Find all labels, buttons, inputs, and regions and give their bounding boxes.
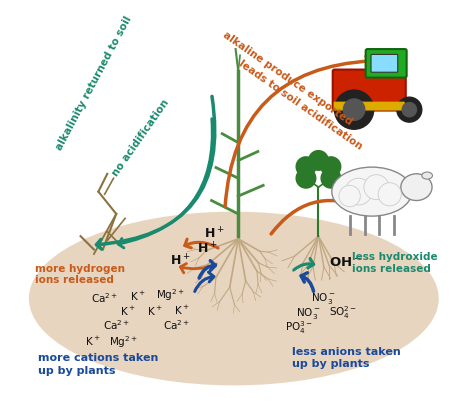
Ellipse shape bbox=[29, 212, 439, 385]
Text: H$^+$: H$^+$ bbox=[204, 227, 225, 242]
Circle shape bbox=[378, 183, 401, 206]
Text: alkalinity returned to soil: alkalinity returned to soil bbox=[54, 14, 134, 152]
Ellipse shape bbox=[332, 167, 412, 216]
Circle shape bbox=[296, 169, 316, 188]
Ellipse shape bbox=[401, 174, 432, 200]
Circle shape bbox=[321, 169, 341, 188]
Text: H$^+$: H$^+$ bbox=[197, 242, 218, 257]
Circle shape bbox=[309, 151, 328, 170]
Circle shape bbox=[397, 97, 422, 122]
Text: Ca$^{2+}$: Ca$^{2+}$ bbox=[103, 318, 130, 332]
Ellipse shape bbox=[422, 172, 432, 179]
Text: Mg$^{2+}$: Mg$^{2+}$ bbox=[156, 287, 185, 303]
Circle shape bbox=[343, 99, 365, 120]
Text: ions released: ions released bbox=[35, 275, 114, 285]
Text: H$^+$: H$^+$ bbox=[170, 253, 191, 269]
Text: Ca$^{2+}$: Ca$^{2+}$ bbox=[91, 291, 118, 305]
Circle shape bbox=[321, 157, 341, 176]
Text: K$^+$: K$^+$ bbox=[129, 290, 145, 303]
Text: NO$_3^-$: NO$_3^-$ bbox=[296, 306, 321, 321]
FancyBboxPatch shape bbox=[333, 70, 406, 110]
Text: K$^+$: K$^+$ bbox=[85, 335, 100, 348]
Circle shape bbox=[364, 175, 389, 200]
Text: alkaline produce exported: alkaline produce exported bbox=[221, 29, 354, 127]
Circle shape bbox=[335, 90, 374, 129]
FancyBboxPatch shape bbox=[371, 54, 398, 72]
Text: K$^+$: K$^+$ bbox=[120, 305, 136, 318]
Text: SO$_4^{2-}$: SO$_4^{2-}$ bbox=[329, 305, 357, 321]
Text: less hydroxide: less hydroxide bbox=[352, 252, 438, 262]
Text: PO$_4^{3-}$: PO$_4^{3-}$ bbox=[284, 320, 312, 337]
Text: leads to soil acidification: leads to soil acidification bbox=[237, 58, 364, 152]
Circle shape bbox=[296, 157, 316, 176]
Text: OH$^-$: OH$^-$ bbox=[329, 256, 362, 269]
Text: NO$_3^-$: NO$_3^-$ bbox=[311, 291, 336, 306]
Text: Mg$^{2+}$: Mg$^{2+}$ bbox=[109, 334, 138, 350]
Text: ions released: ions released bbox=[352, 264, 431, 274]
FancyBboxPatch shape bbox=[365, 49, 407, 78]
Circle shape bbox=[402, 103, 417, 117]
Text: up by plants: up by plants bbox=[38, 366, 115, 376]
Text: no acidification: no acidification bbox=[110, 98, 171, 178]
Text: less anions taken: less anions taken bbox=[292, 347, 401, 357]
Text: up by plants: up by plants bbox=[292, 359, 369, 369]
Text: more hydrogen: more hydrogen bbox=[35, 264, 125, 274]
Text: K$^+$: K$^+$ bbox=[147, 305, 163, 318]
Circle shape bbox=[345, 178, 372, 205]
FancyBboxPatch shape bbox=[334, 101, 405, 110]
Text: K$^+$: K$^+$ bbox=[174, 303, 190, 317]
Text: Ca$^{2+}$: Ca$^{2+}$ bbox=[163, 318, 190, 332]
Text: more cations taken: more cations taken bbox=[38, 353, 158, 363]
Circle shape bbox=[339, 185, 360, 207]
